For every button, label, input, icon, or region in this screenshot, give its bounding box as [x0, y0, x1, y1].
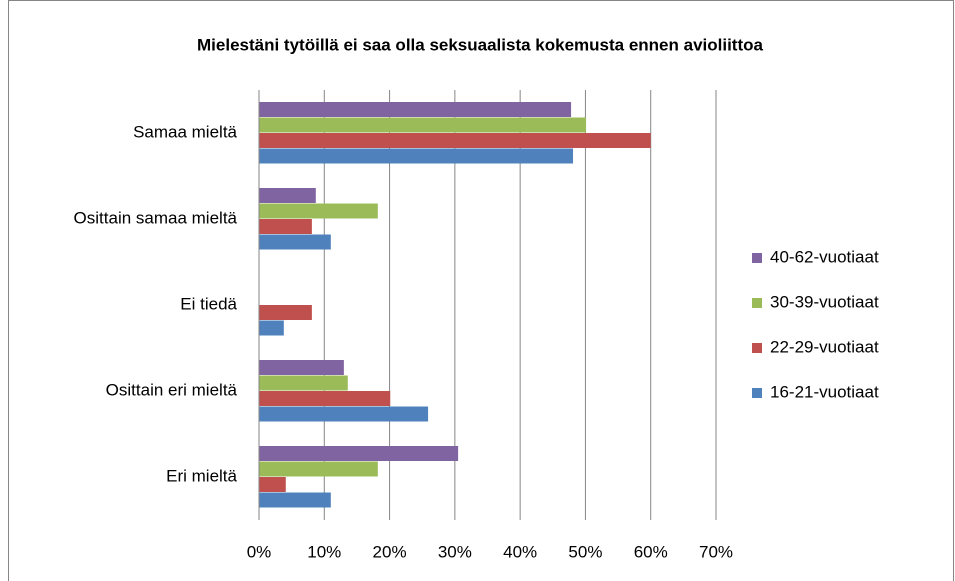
y-tick-label: Ei tiedä	[180, 294, 237, 313]
x-tick-label: 50%	[568, 542, 602, 561]
x-tick-label: 20%	[373, 542, 407, 561]
bar	[259, 305, 312, 320]
chart-frame	[8, 0, 954, 581]
y-tick-label: Osittain samaa mieltä	[74, 208, 238, 227]
x-tick-label: 40%	[503, 542, 537, 561]
y-tick-label: Osittain eri mieltä	[106, 380, 238, 399]
bar	[259, 234, 331, 250]
bar	[259, 219, 312, 234]
bar	[259, 188, 316, 203]
x-tick-label: 0%	[247, 542, 272, 561]
bar	[259, 148, 574, 164]
chart-title: Mielestäni tytöillä ei saa olla seksuaal…	[197, 35, 763, 54]
y-tick-label: Samaa mieltä	[133, 122, 237, 141]
bar	[259, 117, 587, 133]
bar	[259, 102, 572, 117]
legend-swatch	[752, 343, 762, 353]
bar	[259, 320, 284, 336]
x-tick-label: 10%	[307, 542, 341, 561]
x-tick-label: 60%	[634, 542, 668, 561]
x-tick-label: 70%	[699, 542, 733, 561]
bar	[259, 360, 344, 375]
legend-swatch	[752, 253, 762, 263]
legend-label: 40-62-vuotiaat	[770, 247, 879, 266]
bar	[259, 477, 286, 492]
legend-label: 16-21-vuotiaat	[770, 382, 879, 401]
bar	[259, 375, 348, 391]
x-tick-label: 30%	[438, 542, 472, 561]
legend-swatch	[752, 388, 762, 398]
y-tick-label: Eri mieltä	[166, 466, 237, 485]
bar	[259, 461, 378, 477]
bar	[259, 492, 331, 508]
legend-label: 30-39-vuotiaat	[770, 292, 879, 311]
bar	[259, 446, 459, 461]
bar	[259, 133, 651, 148]
legend-swatch	[752, 298, 762, 308]
bar	[259, 391, 391, 406]
legend-label: 22-29-vuotiaat	[770, 337, 879, 356]
bar	[259, 203, 378, 219]
bar	[259, 406, 429, 422]
